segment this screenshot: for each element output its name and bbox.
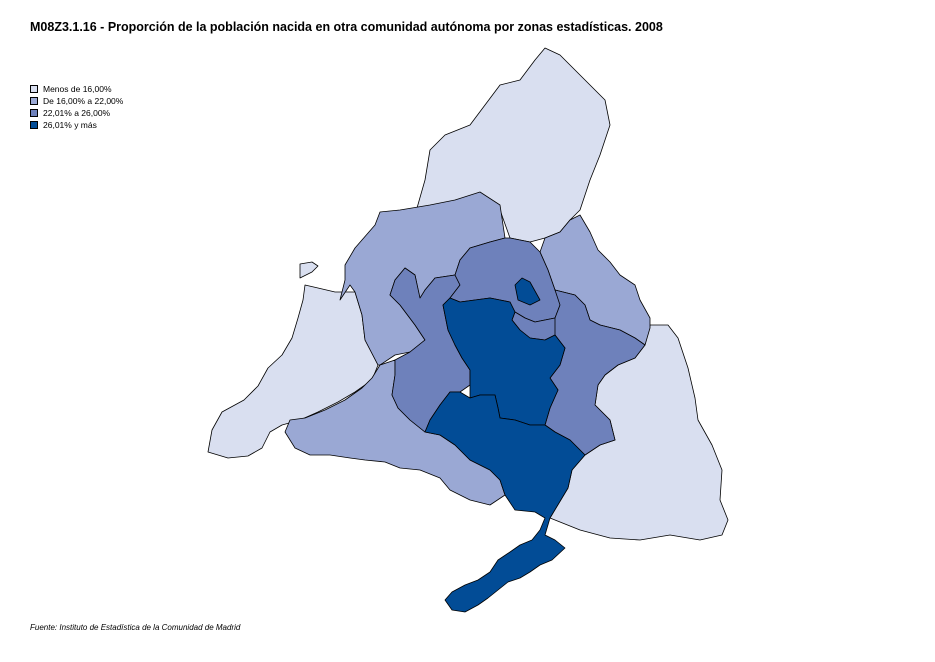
source-note: Fuente: Instituto de Estadística de la C… bbox=[30, 623, 241, 632]
legend-item: 26,01% y más bbox=[30, 119, 123, 131]
legend-label: 22,01% a 26,00% bbox=[43, 108, 111, 118]
legend-item: 22,01% a 26,00% bbox=[30, 107, 123, 119]
legend-item: De 16,00% a 22,00% bbox=[30, 95, 123, 107]
zone-center bbox=[442, 277, 566, 426]
legend: Menos de 16,00% De 16,00% a 22,00% 22,01… bbox=[30, 83, 123, 131]
legend-label: Menos de 16,00% bbox=[43, 84, 112, 94]
legend-swatch bbox=[30, 109, 38, 117]
legend-label: De 16,00% a 22,00% bbox=[43, 96, 124, 106]
legend-item: Menos de 16,00% bbox=[30, 83, 123, 95]
zone-south bbox=[424, 391, 586, 613]
legend-swatch bbox=[30, 85, 38, 93]
legend-swatch bbox=[30, 97, 38, 105]
legend-swatch bbox=[30, 121, 38, 129]
legend-label: 26,01% y más bbox=[43, 120, 97, 130]
map-title: M08Z3.1.16 - Proporción de la población … bbox=[30, 20, 663, 34]
